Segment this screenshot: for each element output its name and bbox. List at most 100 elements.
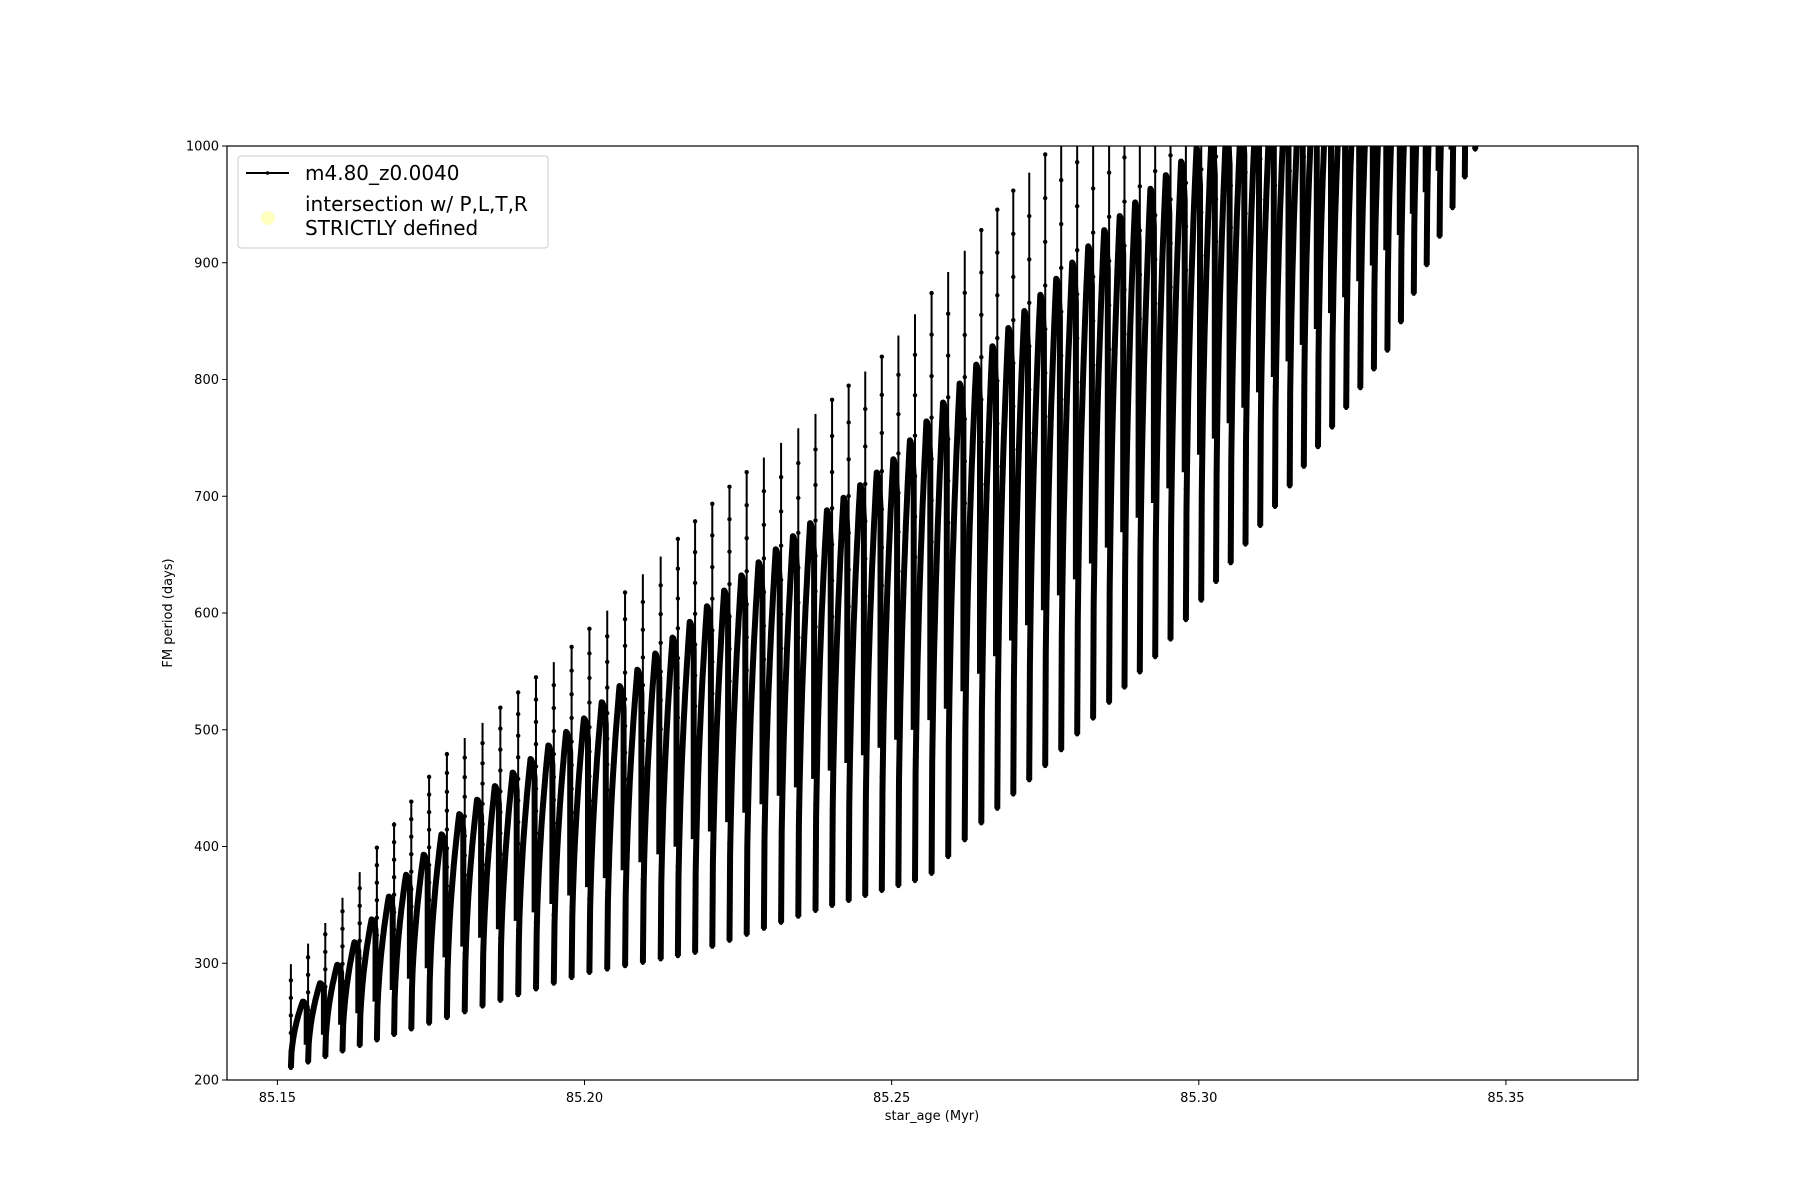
series-point [1122,685,1127,690]
series-point [1106,656,1112,661]
series-point [979,693,984,699]
x-tick-label: 85.30 [1180,1091,1217,1106]
series-point [1273,103,1277,107]
series-point [995,549,1000,555]
series-point [1106,700,1112,705]
series-point [710,501,715,506]
series-point [1106,214,1112,220]
series-point [1027,257,1032,262]
series-point [692,827,698,832]
series-point [1106,391,1112,396]
series-line [604,683,627,970]
series-point [515,949,521,955]
series-point [426,915,432,921]
series-point [1153,125,1157,129]
pulse-cycle [760,457,783,931]
series-point [929,830,934,835]
series-point [1358,170,1363,175]
pulse-cycle [812,413,834,913]
series-point [778,611,784,617]
series-point [1287,405,1292,410]
series-point [945,562,951,567]
series-point [1183,268,1189,273]
series-point [1137,228,1143,233]
series-point [727,841,732,846]
series-point [929,415,934,420]
series-point [551,958,556,963]
series-point [1450,39,1454,43]
series-point [323,967,328,972]
series-point [426,950,432,956]
series-point [1213,452,1219,457]
series-point [1213,196,1219,202]
series-point [515,884,521,890]
series-point [1058,528,1064,534]
series-point [426,862,432,868]
pulse-cycle [829,397,851,908]
series-point [896,883,901,889]
pulse-cycle [1026,172,1047,783]
series-point [1371,367,1377,372]
series-point [1090,407,1096,412]
series-point [622,803,628,809]
series-point [846,383,851,388]
series-point [569,668,574,673]
series-point [744,502,749,508]
series-point [1043,589,1048,594]
series-point [391,892,397,897]
series-point [569,833,574,839]
series-point [962,669,967,674]
series-point [1213,239,1219,244]
series-point [1302,38,1306,42]
series-line [1343,146,1363,408]
y-tick-label: 1000 [186,140,219,155]
series-point [426,845,432,850]
series-line [497,769,520,1001]
series-point [829,759,835,764]
series-point [912,878,918,884]
series-point [1152,566,1158,571]
series-line [586,699,609,973]
series-point [1106,523,1112,529]
pulse-cycle [1182,146,1203,623]
series-point [778,474,784,480]
series-point [744,701,749,706]
series-point [813,518,818,523]
series-point [1122,508,1127,513]
series-point [979,524,984,529]
series-point [829,614,835,619]
series-point [551,935,556,940]
series-line [1472,146,1479,150]
series-point [426,827,432,832]
series-line [1010,308,1031,795]
series-point [1011,792,1016,797]
pulse-cycle [479,722,502,1009]
series-line [1242,146,1262,545]
series-point [357,1043,362,1049]
series-point [1122,420,1127,425]
series-point [1437,89,1441,93]
series-point [1411,163,1416,169]
series-point [744,932,749,937]
y-tick-label: 500 [194,723,219,738]
pulse-cycle [287,964,310,1071]
series-point [979,439,984,445]
series-point [929,332,934,337]
series-point [1027,691,1032,696]
pulse-cycle [550,662,574,986]
pulse-cycle [1257,146,1277,529]
series-point [658,640,663,646]
series-point [1315,216,1321,221]
series-point [761,589,767,595]
series-point [1090,230,1096,235]
series-point [1329,238,1335,243]
series-point [1090,451,1096,456]
pulse-cycle [994,207,1015,811]
series-line [945,380,967,857]
series-point [605,685,610,690]
series-point [1228,309,1233,314]
series-point [1122,111,1126,115]
series-point [979,651,984,657]
series-point [1315,444,1321,450]
series-point [1152,433,1158,439]
